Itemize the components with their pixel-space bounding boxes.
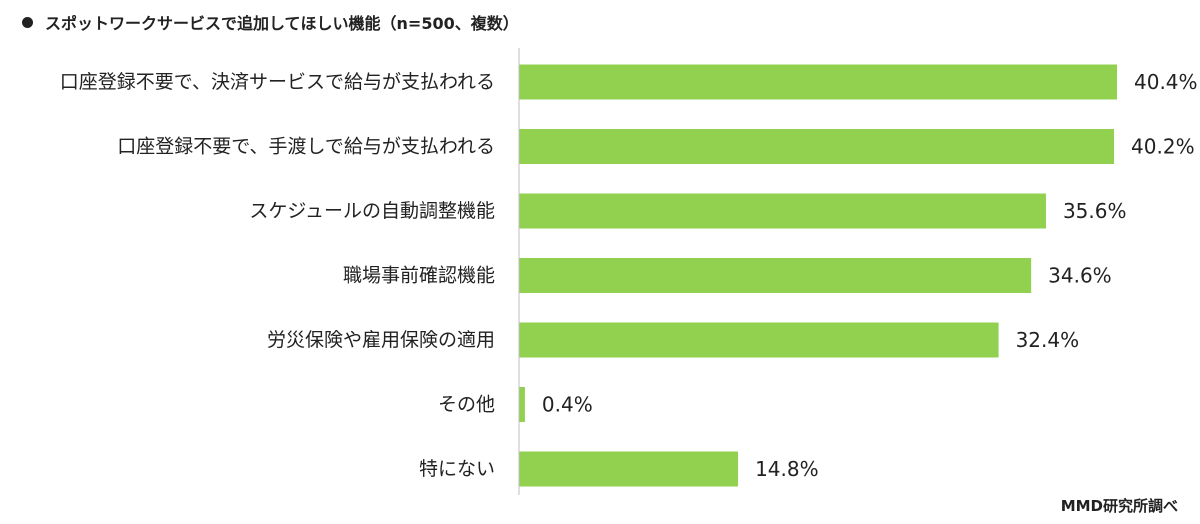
category-label-5: 労災保険や雇用保険の適用 xyxy=(267,329,495,351)
value-label-2: 40.2% xyxy=(1131,135,1195,159)
category-label-6: その他 xyxy=(438,394,495,416)
bar-2 xyxy=(519,129,1115,164)
bar-5 xyxy=(519,322,999,358)
chart-title-text: スポットワークサービスで追加してほしい機能（n=500、複数） xyxy=(45,14,519,33)
value-label-4: 34.6% xyxy=(1048,264,1112,288)
category-label-2: 口座登録不要で、手渡しで給与が支払われる xyxy=(117,136,495,158)
bar-3 xyxy=(519,193,1046,229)
bar-1 xyxy=(519,64,1117,100)
bar-4 xyxy=(519,258,1032,293)
category-label-7: 特にない xyxy=(419,458,495,480)
bars-group: 口座登録不要で、決済サービスで給与が支払われる 40.4% 口座登録不要で、手渡しで… xyxy=(60,64,1198,487)
value-label-7: 14.8% xyxy=(755,457,819,481)
value-label-3: 35.6% xyxy=(1063,199,1127,223)
bar-7 xyxy=(519,451,739,487)
chart-title: スポットワークサービスで追加してほしい機能（n=500、複数） xyxy=(22,10,519,34)
bar-6 xyxy=(519,387,525,422)
value-label-6: 0.4% xyxy=(542,393,593,417)
value-label-1: 40.4% xyxy=(1134,70,1198,94)
source-note: MMD研究所調べ xyxy=(1060,497,1178,515)
category-label-3: スケジュールの自動調整機能 xyxy=(249,200,495,222)
category-label-4: 職場事前確認機能 xyxy=(343,265,495,287)
value-label-5: 32.4% xyxy=(1016,328,1080,352)
bullet-icon xyxy=(22,17,33,28)
category-label-1: 口座登録不要で、決済サービスで給与が支払われる xyxy=(60,71,495,93)
